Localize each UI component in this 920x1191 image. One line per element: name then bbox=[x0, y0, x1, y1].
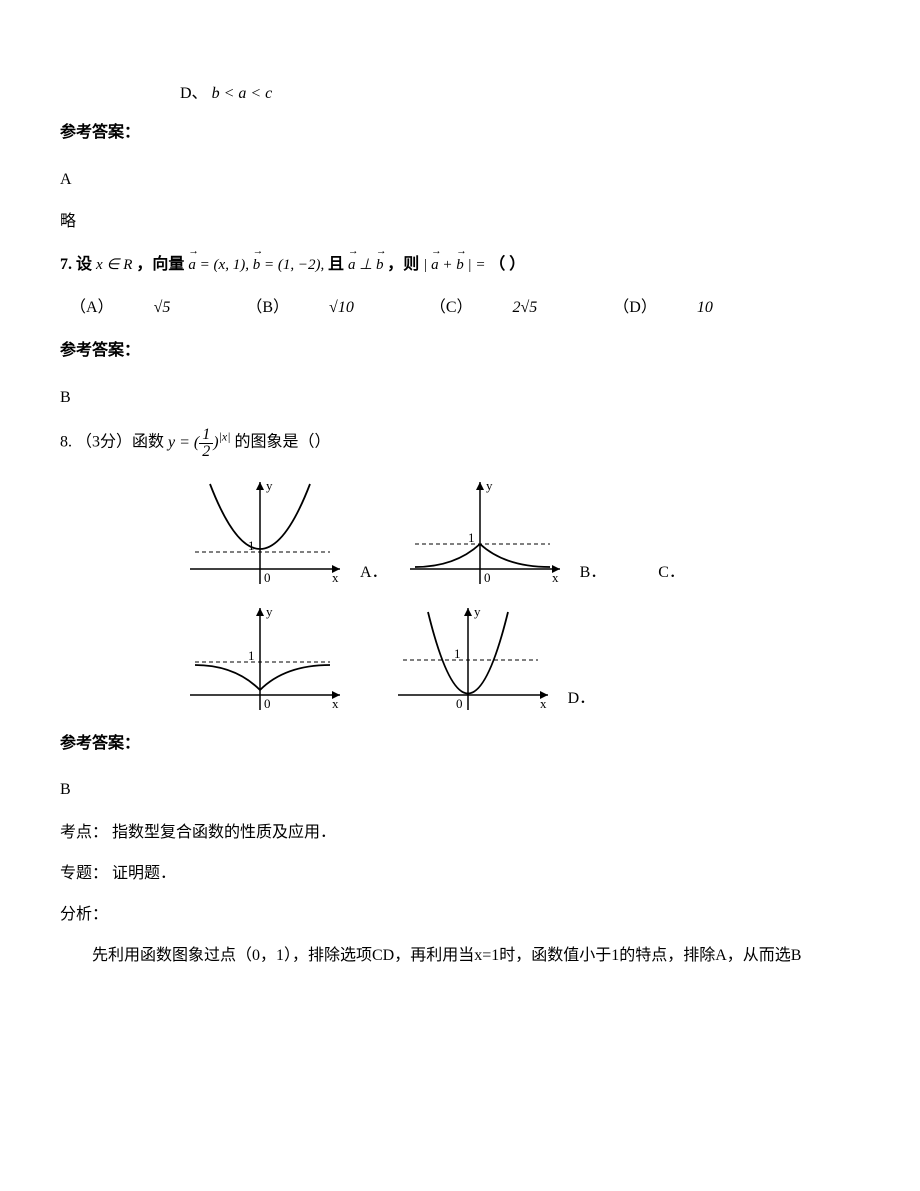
q7-t5: （ ） bbox=[489, 256, 525, 273]
svg-text:1: 1 bbox=[248, 538, 255, 553]
svg-text:0: 0 bbox=[456, 696, 463, 711]
q8-stem: 8. （3分）函数 y = (12)|x| 的图象是（） bbox=[60, 426, 860, 459]
chart-D: 1 0 x y bbox=[388, 600, 558, 720]
label-B: B． bbox=[580, 559, 607, 588]
q8-spec: 专题： 证明题． bbox=[60, 860, 860, 889]
chart-C: 1 0 x y bbox=[180, 600, 350, 720]
q7-optB: （B） √10 bbox=[246, 299, 389, 316]
q7-num: 7. bbox=[60, 256, 76, 273]
q8-charts-row2: 1 0 x y A. 1 0 x y D． bbox=[180, 600, 860, 720]
label-C-inline: C． bbox=[658, 559, 685, 588]
q7-t4: ，则 bbox=[387, 256, 419, 273]
q8-topic: 考点： 指数型复合函数的性质及应用． bbox=[60, 819, 860, 848]
svg-text:y: y bbox=[486, 478, 493, 493]
q7-optC: （C） 2√5 bbox=[430, 299, 573, 316]
svg-text:y: y bbox=[266, 604, 273, 619]
svg-text:y: y bbox=[474, 604, 481, 619]
svg-text:x: x bbox=[332, 696, 339, 711]
svg-text:0: 0 bbox=[484, 570, 491, 585]
q6-ref-label: 参考答案： bbox=[60, 119, 860, 148]
q8-num: 8. （3分）函数 bbox=[60, 434, 164, 451]
q8-charts-row1: 1 0 x y A． 1 0 x y B． C． bbox=[180, 474, 860, 594]
vec-a: a bbox=[188, 252, 196, 279]
topic-label: 考点： bbox=[60, 824, 108, 841]
option-d-prefix: D、 bbox=[180, 85, 208, 102]
svg-text:0: 0 bbox=[264, 696, 271, 711]
q7-optA: （A） √5 bbox=[70, 299, 206, 316]
svg-text:y: y bbox=[266, 478, 273, 493]
svg-text:1: 1 bbox=[454, 646, 461, 661]
q7-m3: a ⊥ b bbox=[348, 257, 387, 273]
svg-text:0: 0 bbox=[264, 570, 271, 585]
topic-value: 指数型复合函数的性质及应用． bbox=[112, 824, 336, 841]
q7-answer: B bbox=[60, 384, 860, 413]
chart-A: 1 0 x y bbox=[180, 474, 350, 594]
svg-text:1: 1 bbox=[248, 648, 255, 663]
q7-m4: | a + b | = bbox=[423, 257, 489, 273]
vec-b: b bbox=[253, 252, 261, 279]
chart-B: 1 0 x y bbox=[400, 474, 570, 594]
q7-t2: ，向量 bbox=[136, 256, 184, 273]
q7-m2: a = (x, 1), b = (1, −2), bbox=[188, 257, 328, 273]
label-D: D． bbox=[568, 685, 596, 714]
spec-value: 证明题． bbox=[112, 865, 176, 882]
q8-func: y = (12)|x| bbox=[168, 434, 235, 451]
q7-options: （A） √5 （B） √10 （C） 2√5 （D） 10 bbox=[70, 294, 860, 323]
label-A: A． bbox=[360, 559, 388, 588]
q8-ref-label: 参考答案： bbox=[60, 730, 860, 759]
q7-t1: 设 bbox=[76, 256, 92, 273]
q8-analysis-value: 先利用函数图象过点（0，1），排除选项CD，再利用当x=1时，函数值小于1的特点… bbox=[60, 942, 860, 971]
q8-analysis-label: 分析： bbox=[60, 901, 860, 930]
svg-text:x: x bbox=[540, 696, 547, 711]
spec-label: 专题： bbox=[60, 865, 108, 882]
q6-option-d: D、 b < a < c bbox=[60, 80, 860, 109]
option-d-math: b < a < c bbox=[212, 85, 273, 102]
q7-m1: x ∈ R bbox=[96, 257, 132, 273]
svg-text:x: x bbox=[552, 570, 559, 585]
q6-answer: A bbox=[60, 166, 860, 195]
q7-t3: 且 bbox=[328, 256, 344, 273]
q6-note: 略 bbox=[60, 208, 860, 237]
q7-optD: （D） 10 bbox=[613, 299, 749, 316]
q7-ref-label: 参考答案： bbox=[60, 337, 860, 366]
svg-text:1: 1 bbox=[468, 530, 475, 545]
q8-answer: B bbox=[60, 776, 860, 805]
q7-stem: 7. 设 x ∈ R ，向量 a = (x, 1), b = (1, −2), … bbox=[60, 251, 860, 280]
svg-text:x: x bbox=[332, 570, 339, 585]
q8-t2: 的图象是（） bbox=[235, 434, 331, 451]
